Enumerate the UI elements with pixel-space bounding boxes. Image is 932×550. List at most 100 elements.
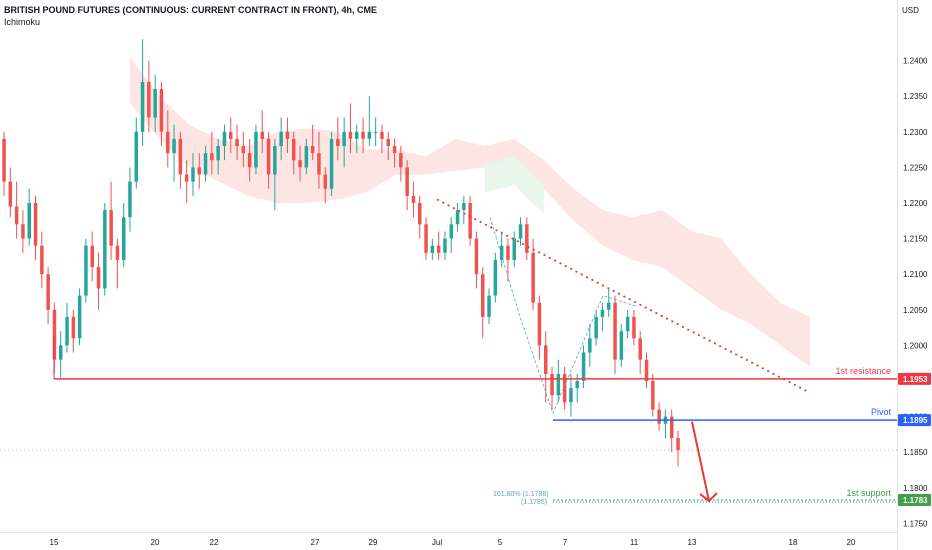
time-tick-label: 11 (630, 538, 639, 547)
candle (292, 138, 296, 161)
candle (355, 131, 359, 139)
candle (197, 167, 201, 175)
price-tick-label: 1.2050 (903, 306, 928, 315)
candle (14, 206, 19, 225)
candle (96, 267, 101, 289)
price-tick-label: 1.2350 (903, 92, 928, 101)
price-axis[interactable]: 1.2400 1.2350 1.2300 1.2250 1.2200 1.2150 1.21… (898, 57, 931, 529)
candle (361, 131, 365, 139)
pivot-price-badge: 1.1895 (903, 416, 928, 425)
candle (336, 138, 340, 146)
support-price-badge: 1.1783 (903, 496, 928, 505)
ichimoku-cloud (130, 57, 810, 367)
time-tick-label: Jul (432, 538, 442, 547)
candle (638, 338, 642, 360)
candle (670, 416, 674, 438)
price-tick-label: 1.2250 (903, 163, 928, 172)
candle (90, 245, 94, 268)
candle (222, 131, 227, 146)
candle (109, 210, 113, 246)
candle (46, 274, 50, 310)
currency-label: USD (902, 6, 919, 15)
candle (172, 138, 176, 154)
candle (487, 295, 491, 317)
price-axis-border (897, 0, 898, 550)
candle (247, 153, 252, 168)
candle (229, 131, 233, 139)
candle (418, 203, 422, 225)
candle (304, 146, 309, 168)
pivot-label: Pivot (871, 407, 892, 417)
candle (367, 131, 372, 139)
candle (581, 352, 586, 381)
support-price-badge-bg (898, 493, 931, 506)
candle (260, 131, 264, 139)
candle (392, 146, 397, 154)
candle (506, 245, 510, 260)
candle (474, 238, 479, 275)
time-axis[interactable]: 15 20 22 27 29 Jul 5 7 11 13 18 20 (50, 538, 856, 547)
candle (84, 245, 88, 296)
candle (134, 131, 138, 182)
time-tick-label: 5 (498, 538, 503, 547)
candle (411, 195, 416, 203)
candle (191, 167, 195, 182)
candle (493, 259, 498, 296)
candles (2, 39, 680, 467)
time-tick-label: 22 (210, 538, 219, 547)
price-tick-label: 1.2200 (903, 199, 928, 208)
candle (342, 131, 346, 146)
wave-pattern (489, 217, 637, 415)
price-tick-label: 1.2400 (903, 57, 928, 66)
candle (651, 381, 655, 410)
time-tick-label: 15 (50, 538, 59, 547)
candle (468, 203, 472, 239)
candle (254, 131, 258, 168)
price-tick-label: 1.2150 (903, 235, 928, 244)
candle (607, 302, 611, 310)
candle (21, 224, 25, 239)
candle (285, 131, 290, 139)
candle (544, 345, 548, 374)
time-tick-label: 27 (311, 538, 320, 547)
chart-header: BRITISH POUND FUTURES (CONTINUOUS: CURRE… (4, 4, 377, 28)
support-label: 1st support (846, 488, 891, 498)
candle (531, 252, 535, 303)
candle (235, 138, 239, 146)
candle (676, 438, 680, 451)
candle (298, 160, 302, 168)
candle (644, 359, 649, 382)
candle (317, 153, 321, 175)
price-tick-label: 1.1750 (903, 519, 928, 528)
candle (2, 138, 6, 182)
candle (8, 181, 13, 207)
candle (424, 224, 428, 253)
indicator-label: Ichimoku (4, 17, 41, 27)
candle (405, 167, 409, 196)
candle (550, 373, 554, 396)
price-tick-label: 1.2300 (903, 128, 928, 137)
candle (147, 81, 151, 118)
cloud-bullish (484, 156, 544, 214)
candle (310, 146, 315, 154)
pivot-price-badge-bg (898, 414, 931, 427)
candle (329, 138, 334, 189)
candle (348, 131, 353, 139)
chart-title: BRITISH POUND FUTURES (CONTINUOUS: CURRE… (4, 5, 377, 15)
candle (266, 138, 271, 175)
candle (449, 224, 453, 239)
candle (556, 373, 561, 396)
price-tick-label: 1.2100 (903, 270, 928, 279)
time-axis-border (0, 532, 897, 533)
candle (153, 89, 157, 118)
candle (273, 146, 277, 175)
time-tick-label: 13 (688, 538, 697, 547)
target-arrow-head (699, 492, 718, 503)
candle (462, 203, 466, 211)
resistance-label: 1st resistance (835, 366, 891, 376)
time-tick-label: 20 (151, 538, 160, 547)
candle (499, 245, 504, 260)
candle (619, 331, 624, 360)
candle (600, 309, 605, 317)
